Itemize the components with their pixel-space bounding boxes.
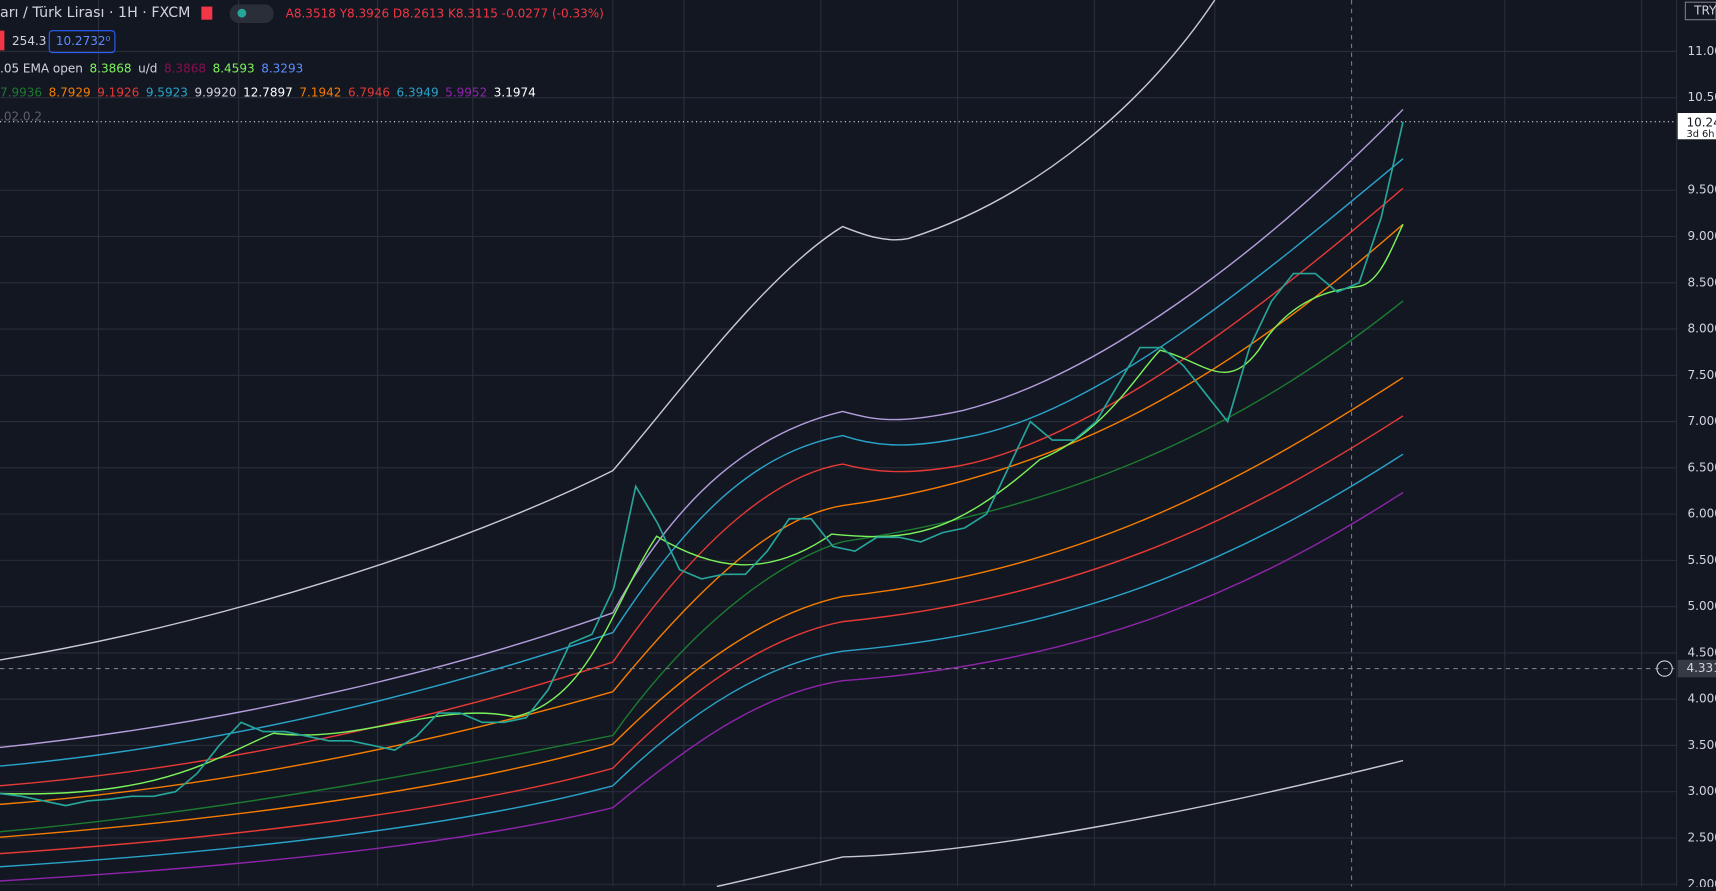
y-tick-label: 6.000 xyxy=(1688,507,1716,521)
y-tick-label: 6.500 xyxy=(1688,460,1716,474)
y-tick-label: 4.500 xyxy=(1688,645,1716,659)
legend-value: 8.4593 xyxy=(213,61,255,75)
last-price: 10.24 xyxy=(1686,115,1716,129)
last-price-box xyxy=(1677,113,1716,140)
vertical-grid xyxy=(97,0,1643,887)
sell-box xyxy=(0,30,5,51)
y-tick-label: 2.500 xyxy=(1688,830,1716,844)
crosshair-price-box xyxy=(1677,659,1716,678)
y-tick-label: 7.500 xyxy=(1688,368,1716,382)
price-line xyxy=(0,121,1404,807)
legend-value: 9.5923 xyxy=(146,86,188,100)
crosshair-price: 4.331 xyxy=(1686,661,1716,675)
y-tick-label: 11.000 xyxy=(1688,44,1716,58)
legend-value: 10.2732⁰ xyxy=(56,34,111,48)
y-tick-label: 8.000 xyxy=(1688,322,1716,336)
legend-value: 8.7929 xyxy=(49,86,91,100)
legend-value: 6.7946 xyxy=(348,86,390,100)
y-tick-label: 2.000 xyxy=(1688,877,1716,887)
horizontal-grid xyxy=(0,50,1677,885)
symbol: arı / Türk Lirası · 1H · FXCM xyxy=(0,5,190,21)
y-tick-label: 8.500 xyxy=(1688,275,1716,289)
legend-value: 5.9952 xyxy=(445,86,487,100)
y-tick-label: 9.000 xyxy=(1688,229,1716,243)
currency: TRY xyxy=(1693,3,1716,17)
legend-value: 7.9936 xyxy=(0,86,42,100)
legend-value: 3.1974 xyxy=(494,86,536,100)
countdown: 3d 6h xyxy=(1686,129,1714,140)
y-tick-label: 5.000 xyxy=(1688,599,1716,613)
legend-value: 8.3868 xyxy=(164,61,206,75)
legend-value: 9.1926 xyxy=(97,86,139,100)
legend: arı / Türk Lirası · 1H · FXCM A8.3518 Y8… xyxy=(0,4,604,124)
legend-value: u/d xyxy=(138,61,157,75)
y-tick-label: 10.500 xyxy=(1688,90,1716,104)
y-tick-label: 5.500 xyxy=(1688,553,1716,567)
flag-icon xyxy=(201,6,213,20)
buy-box xyxy=(48,30,116,54)
legend-row: .02.0.2 xyxy=(0,110,42,124)
legend-value: 9.9920 xyxy=(194,86,236,100)
status-pill xyxy=(229,4,274,23)
legend-value: 8.3868 xyxy=(89,61,131,75)
status-dot xyxy=(237,8,247,18)
add-button xyxy=(1656,660,1673,677)
y-tick-label: 4.000 xyxy=(1688,692,1716,706)
price-axis: 2.000 2.500 3.000 3.500 4.000 4.500 5.000 5.500… xyxy=(1688,44,1716,891)
y-tick-label: 9.500 xyxy=(1688,183,1716,197)
y-tick-label: 3.500 xyxy=(1688,738,1716,752)
legend-value: 12.7897 xyxy=(243,86,293,100)
legend-value: 6.3949 xyxy=(397,86,439,100)
y-tick-label: 3.000 xyxy=(1688,784,1716,798)
legend-value: 7.1942 xyxy=(299,86,341,100)
bands xyxy=(0,0,1404,888)
legend-value: 254.3 xyxy=(12,34,46,48)
ohlc: A8.3518 Y8.3926 D8.2613 K8.3115 -0.0277 … xyxy=(286,7,604,21)
legend-value: 8.3293 xyxy=(261,61,303,75)
y-tick-label: 7.000 xyxy=(1688,414,1716,428)
legend-value: .05 EMA open xyxy=(0,61,83,75)
